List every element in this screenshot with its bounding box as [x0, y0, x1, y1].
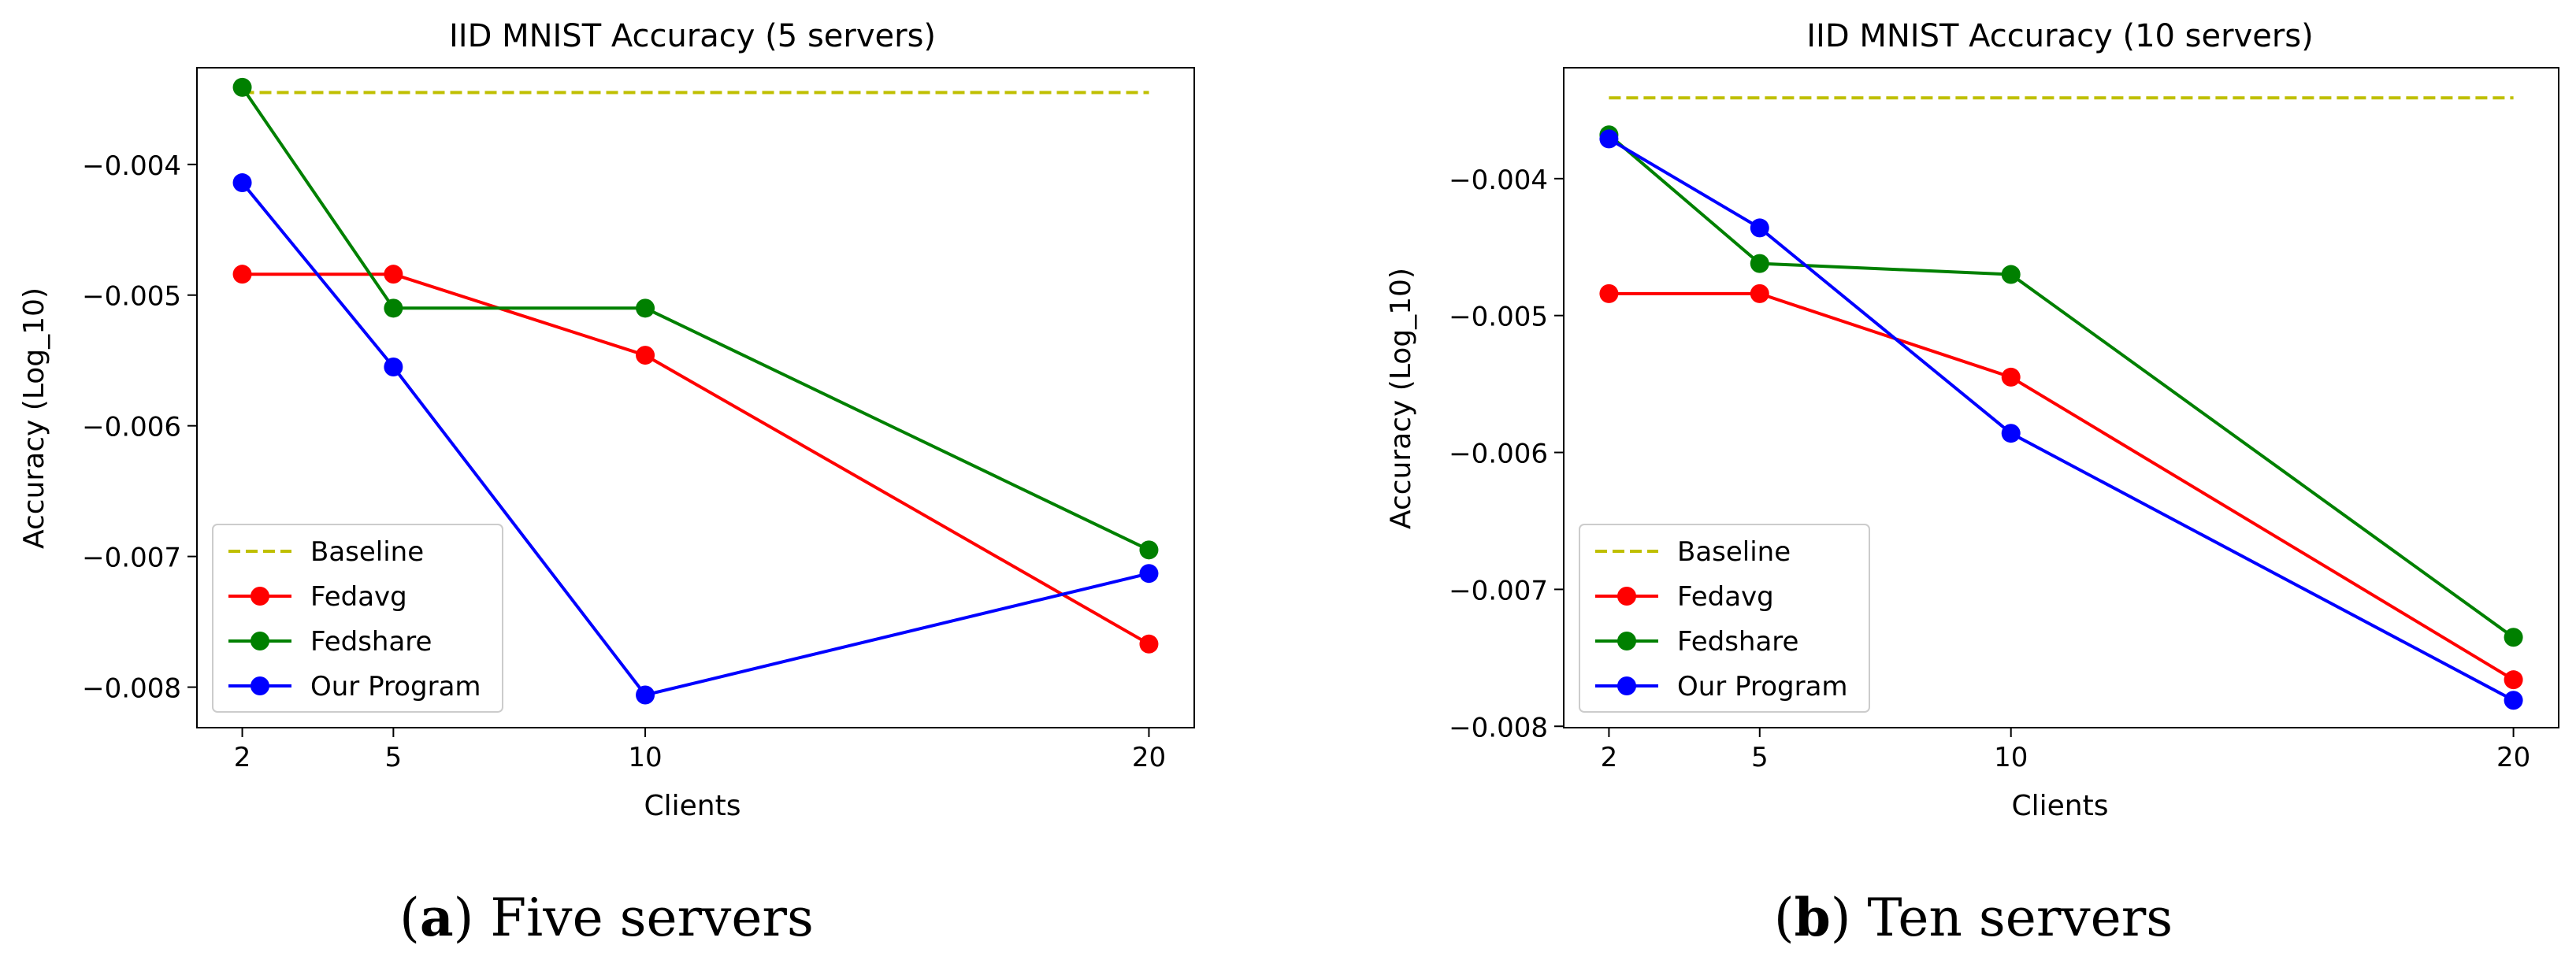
- series-line-our_program: [240, 181, 1149, 697]
- y-tick-label: −0.004: [1449, 165, 1548, 196]
- legend-label-baseline: Baseline: [310, 536, 424, 568]
- plot-area: −0.008 −0.007 −0.006 −0.005 −0.004 2 5 10 20 Base…: [1449, 67, 2559, 773]
- legend-label-our_program: Our Program: [1677, 671, 1848, 702]
- chart-title: IID MNIST Accuracy (10 servers): [1806, 18, 2314, 54]
- chart-title: IID MNIST Accuracy (5 servers): [449, 18, 936, 54]
- legend-marker-our_program: [1617, 676, 1636, 695]
- data-point-fedavg: [636, 346, 655, 365]
- legend-label-fedshare: Fedshare: [310, 626, 432, 658]
- caption-paren-close: ): [1831, 888, 1868, 948]
- x-tick-label: 5: [385, 742, 403, 773]
- data-point-fedshare: [636, 298, 655, 318]
- y-axis-label: Accuracy (Log_10): [1385, 268, 1417, 529]
- caption-letter: b: [1795, 887, 1831, 948]
- data-point-fedavg: [1750, 284, 1769, 303]
- y-tick-label: −0.005: [1449, 302, 1548, 333]
- data-point-our_program: [2504, 691, 2523, 710]
- data-point-fedshare: [1750, 254, 1769, 273]
- data-point-fedshare: [232, 77, 252, 97]
- x-axis-label: Clients: [2012, 790, 2109, 822]
- legend: Baseline Fedavg Fedshare Our Program: [212, 524, 503, 713]
- y-tick-label: −0.005: [82, 281, 181, 313]
- data-point-fedavg: [384, 265, 403, 284]
- x-tick-label: 5: [1751, 742, 1769, 773]
- data-point-fedshare: [1139, 540, 1159, 560]
- legend-marker-fedshare: [1617, 632, 1636, 650]
- y-tick-label: −0.007: [1449, 575, 1548, 606]
- x-axis-label: Clients: [644, 790, 741, 822]
- legend-box: [212, 524, 503, 713]
- x-tick-label: 20: [2496, 742, 2530, 773]
- data-point-fedavg: [2001, 367, 2021, 387]
- series-line-our_program: [1608, 137, 2515, 702]
- legend-label-our_program: Our Program: [310, 671, 481, 702]
- chart-panel-a: IID MNIST Accuracy (5 servers) Clients A…: [18, 18, 1195, 822]
- x-tick-label: 20: [1132, 742, 1166, 773]
- chart-panel-b: IID MNIST Accuracy (10 servers) Clients …: [1385, 18, 2559, 822]
- y-axis-label: Accuracy (Log_10): [18, 287, 50, 549]
- data-point-our_program: [1139, 564, 1159, 584]
- data-point-our_program: [232, 173, 252, 193]
- legend: Baseline Fedavg Fedshare Our Program: [1579, 524, 1870, 713]
- legend-marker-fedavg: [251, 587, 269, 606]
- y-tick-label: −0.008: [1449, 712, 1548, 743]
- legend-marker-our_program: [251, 676, 269, 695]
- caption-paren-open: (: [1774, 888, 1795, 948]
- axes-frame: [1563, 67, 2559, 728]
- x-tick-label: 10: [1994, 742, 2028, 773]
- data-point-fedshare: [384, 298, 403, 318]
- y-tick-label: −0.006: [82, 412, 181, 443]
- data-point-fedshare: [2504, 628, 2523, 647]
- caption-a: (a) Five servers: [399, 887, 814, 948]
- series-line-fedshare: [240, 86, 1150, 552]
- y-tick-label: −0.007: [82, 543, 181, 574]
- y-tick-label: −0.006: [1449, 439, 1548, 470]
- legend-label-fedavg: Fedavg: [1677, 581, 1774, 613]
- legend-box: [1579, 524, 1870, 713]
- svg-text:(b) Ten servers: (b) Ten servers: [1774, 887, 2173, 948]
- caption-text: Ten servers: [1867, 888, 2173, 948]
- y-tick-label: −0.004: [82, 150, 181, 182]
- legend-label-fedshare: Fedshare: [1677, 626, 1798, 658]
- data-point-our_program: [384, 358, 403, 377]
- axes-frame: [196, 67, 1195, 728]
- x-tick-label: 10: [628, 742, 662, 773]
- svg-text:(a) Five servers: (a) Five servers: [399, 887, 814, 948]
- data-point-fedavg: [2504, 670, 2523, 690]
- y-tick-label: −0.008: [82, 673, 181, 705]
- data-point-our_program: [1750, 218, 1769, 238]
- plot-area: −0.008 −0.007 −0.006 −0.005 −0.004 2 5 10 20 Base…: [82, 67, 1195, 773]
- data-point-fedavg: [1139, 634, 1159, 654]
- caption-paren-close: ): [454, 888, 491, 948]
- legend-marker-fedavg: [1617, 587, 1636, 606]
- legend-marker-fedshare: [251, 632, 269, 650]
- x-tick-label: 2: [1601, 742, 1618, 773]
- data-point-fedavg: [232, 265, 252, 284]
- data-point-our_program: [2001, 424, 2021, 443]
- caption-letter: a: [420, 887, 454, 948]
- data-point-fedshare: [2001, 265, 2021, 284]
- data-point-fedavg: [1599, 284, 1619, 303]
- legend-label-baseline: Baseline: [1677, 536, 1791, 568]
- caption-b: (b) Ten servers: [1774, 887, 2173, 948]
- caption-paren-open: (: [399, 888, 420, 948]
- legend-label-fedavg: Fedavg: [310, 581, 407, 613]
- data-point-our_program: [636, 685, 655, 705]
- data-point-our_program: [1599, 129, 1619, 149]
- x-tick-label: 2: [234, 742, 251, 773]
- series-line-fedshare: [1608, 133, 2515, 639]
- series-line-fedavg: [1609, 291, 2515, 681]
- caption-text: Five servers: [490, 888, 813, 948]
